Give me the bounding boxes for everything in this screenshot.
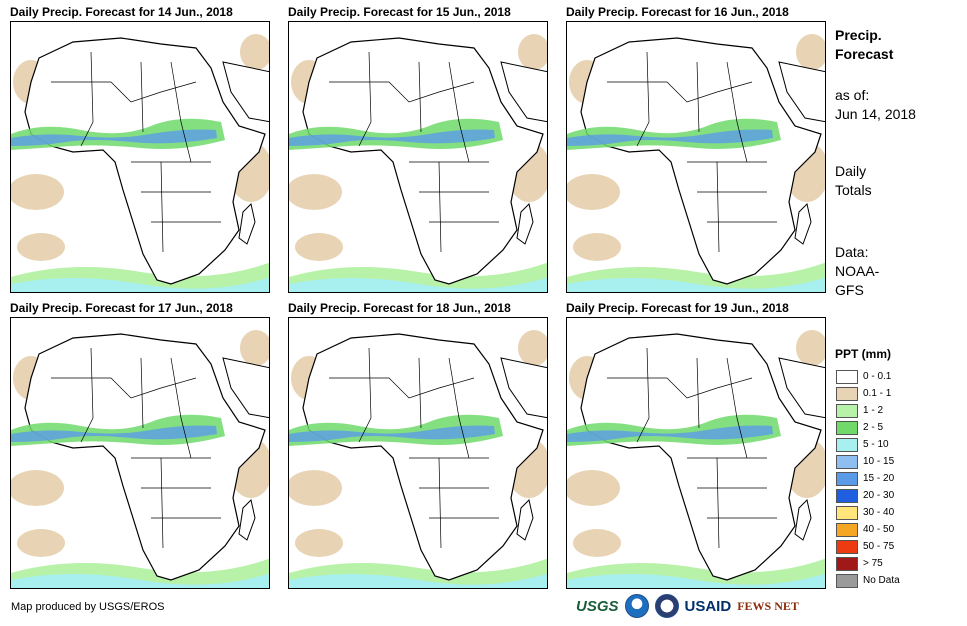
legend-swatch (836, 505, 858, 520)
legend-swatch (836, 386, 858, 401)
legend-label: > 75 (863, 558, 883, 569)
asof-label: as of: (835, 87, 870, 103)
forecast-panel-4: Daily Precip. Forecast for 17 Jun., 2018 (10, 300, 274, 590)
precip-map (288, 317, 548, 589)
source-block: Data: NOAA- GFS (835, 243, 879, 300)
legend-swatch (836, 539, 858, 554)
legend-label: 2 - 5 (863, 422, 884, 433)
panel-title: Daily Precip. Forecast for 14 Jun., 2018 (10, 5, 233, 19)
legend-label: 0.1 - 1 (863, 388, 892, 399)
legend-label: 0 - 0.1 (863, 371, 892, 382)
panel-title: Daily Precip. Forecast for 17 Jun., 2018 (10, 301, 233, 315)
partner-logos: USGS USAID FEWS NET (576, 594, 799, 618)
legend-title: PPT (mm) (835, 347, 892, 361)
legend-swatch (836, 369, 858, 384)
totals-line-2: Totals (835, 182, 872, 198)
legend-row: 5 - 10 (836, 436, 900, 453)
fews-net-logo: FEWS NET (737, 598, 799, 613)
legend-row: 0 - 0.1 (836, 368, 900, 385)
legend-row: 50 - 75 (836, 538, 900, 555)
legend-row: 30 - 40 (836, 504, 900, 521)
legend-swatch (836, 420, 858, 435)
africa-precip-map (567, 329, 825, 588)
panel-title: Daily Precip. Forecast for 16 Jun., 2018 (566, 5, 789, 19)
legend-row: 10 - 15 (836, 453, 900, 470)
legend-label: 10 - 15 (863, 456, 895, 467)
africa-precip-map (567, 33, 825, 292)
legend-row: 15 - 20 (836, 470, 900, 487)
forecast-panel-6: Daily Precip. Forecast for 19 Jun., 2018 (566, 300, 830, 590)
asof-block: as of: Jun 14, 2018 (835, 86, 916, 124)
legend-swatch (836, 522, 858, 537)
legend-row: 0.1 - 1 (836, 385, 900, 402)
precip-map (10, 317, 270, 589)
legend-label: 1 - 2 (863, 405, 884, 416)
panel-title: Daily Precip. Forecast for 19 Jun., 2018 (566, 301, 789, 315)
legend-row: > 75 (836, 555, 900, 572)
totals-line-1: Daily (835, 163, 867, 179)
source-line-3: GFS (835, 282, 864, 298)
forecast-panel-1: Daily Precip. Forecast for 14 Jun., 2018 (10, 4, 274, 294)
legend-swatch (836, 471, 858, 486)
precip-map (10, 21, 270, 293)
asof-date: Jun 14, 2018 (835, 106, 916, 122)
source-line-2: NOAA- (835, 263, 880, 279)
legend-swatch (836, 454, 858, 469)
legend-swatch (836, 488, 858, 503)
legend-label: 50 - 75 (863, 541, 895, 552)
precip-map (566, 317, 826, 589)
legend-row: 20 - 30 (836, 487, 900, 504)
legend-label: 20 - 30 (863, 490, 895, 501)
legend-label: 30 - 40 (863, 507, 895, 518)
legend-swatch (836, 437, 858, 452)
legend-label: 40 - 50 (863, 524, 895, 535)
usaid-logo: USAID (684, 597, 732, 615)
noaa-logo (624, 594, 649, 618)
precip-legend: 0 - 0.1 0.1 - 1 1 - 2 2 - 5 5 - 10 10 - 15 15 … (836, 368, 900, 589)
africa-precip-map (11, 329, 269, 588)
legend-label: 15 - 20 (863, 473, 895, 484)
legend-row: 1 - 2 (836, 402, 900, 419)
state-dept-seal-icon (654, 594, 679, 618)
legend-label: No Data (863, 575, 900, 586)
panel-title: Daily Precip. Forecast for 15 Jun., 2018 (288, 5, 511, 19)
africa-precip-map (289, 329, 547, 588)
forecast-panel-3: Daily Precip. Forecast for 16 Jun., 2018 (566, 4, 830, 294)
legend-row: No Data (836, 572, 900, 589)
forecast-heading: Precip. Forecast (835, 26, 893, 64)
precip-map (566, 21, 826, 293)
source-line-1: Data: (835, 244, 869, 260)
legend-swatch (836, 573, 858, 588)
forecast-panel-2: Daily Precip. Forecast for 15 Jun., 2018 (288, 4, 552, 294)
panel-title: Daily Precip. Forecast for 18 Jun., 2018 (288, 301, 511, 315)
legend-row: 2 - 5 (836, 419, 900, 436)
forecast-panel-5: Daily Precip. Forecast for 18 Jun., 2018 (288, 300, 552, 590)
legend-swatch (836, 403, 858, 418)
totals-block: Daily Totals (835, 162, 872, 200)
legend-label: 5 - 10 (863, 439, 889, 450)
precip-map (288, 21, 548, 293)
africa-precip-map (11, 33, 269, 292)
legend-row: 40 - 50 (836, 521, 900, 538)
usgs-logo: USGS (576, 597, 619, 615)
map-credit: Map produced by USGS/EROS (11, 601, 165, 613)
heading-line-1: Precip. (835, 27, 882, 43)
legend-swatch (836, 556, 858, 571)
africa-precip-map (289, 33, 547, 292)
heading-line-2: Forecast (835, 46, 894, 62)
